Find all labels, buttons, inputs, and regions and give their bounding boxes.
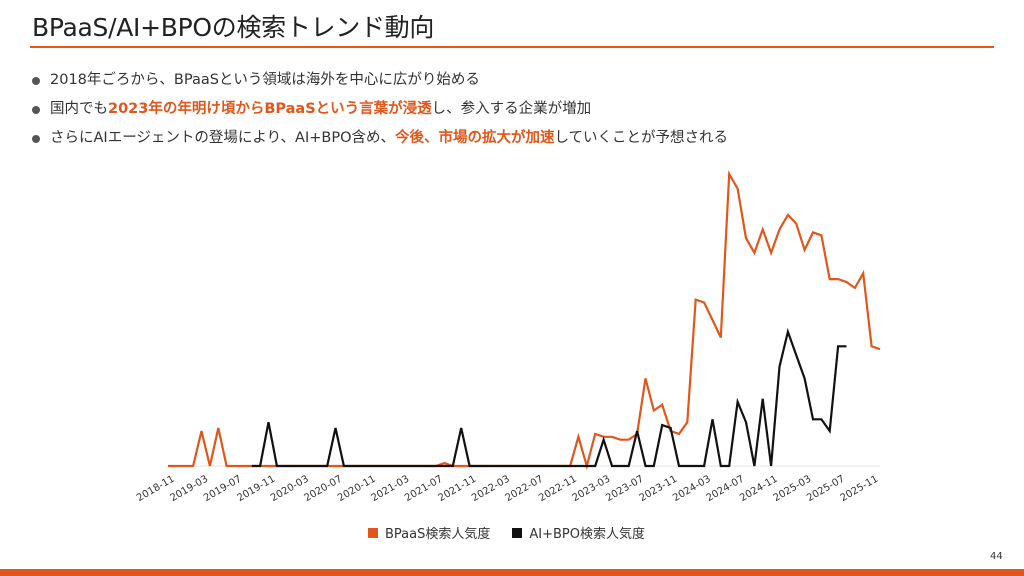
bullet-list: 2018年ごろから、BPaaSという領域は海外を中心に広がり始める 国内でも20… [32, 66, 992, 153]
chart-legend: BPaaS検索人気度 AI+BPO検索人気度 [368, 523, 667, 542]
legend-item-aibpo: AI+BPO検索人気度 [512, 523, 645, 542]
bullet-item-1: 2018年ごろから、BPaaSという領域は海外を中心に広がり始める [32, 66, 992, 95]
bullet-dot [32, 106, 40, 114]
slide-title: BPaaS/AI+BPOの検索トレンド動向 [32, 13, 435, 42]
legend-item-bpaas: BPaaS検索人気度 [368, 523, 490, 542]
series-line-bpaas [168, 170, 881, 471]
bullet-dot [32, 77, 40, 85]
bullet-item-2: 国内でも2023年の年明け頃からBPaaSという言葉が浸透し、参入する企業が増加 [32, 95, 992, 124]
bullet-3-highlight: 今後、市場の拡大が加速 [394, 130, 555, 146]
x-tick-label: 2025-11 [839, 474, 881, 504]
legend-label-aibpo: AI+BPO検索人気度 [529, 527, 645, 542]
title-underline [30, 46, 994, 48]
bullet-3-text-a: さらにAIエージェントの登場により、AI+BPO含め、 [50, 130, 395, 146]
footer-accent-bar [0, 569, 1024, 576]
legend-label-bpaas: BPaaS検索人気度 [385, 527, 491, 542]
series-line-aibpo [251, 327, 847, 468]
bullet-3-text-b: していくことが予想される [554, 130, 729, 146]
bullet-2-text-b: し、参入する企業が増加 [431, 101, 592, 117]
page-number: 44 [990, 551, 1003, 562]
bullet-item-3: さらにAIエージェントの登場により、AI+BPO含め、今後、市場の拡大が加速して… [32, 124, 992, 153]
bullet-1-text: 2018年ごろから、BPaaSという領域は海外を中心に広がり始める [50, 72, 480, 88]
bullet-dot [32, 135, 40, 143]
bullet-2-text-a: 国内でも [50, 101, 108, 117]
legend-swatch-aibpo [512, 527, 523, 538]
legend-swatch-bpaas [368, 527, 378, 538]
bullet-2-highlight: 2023年の年明け頃からBPaaSという言葉が浸透 [108, 101, 432, 117]
